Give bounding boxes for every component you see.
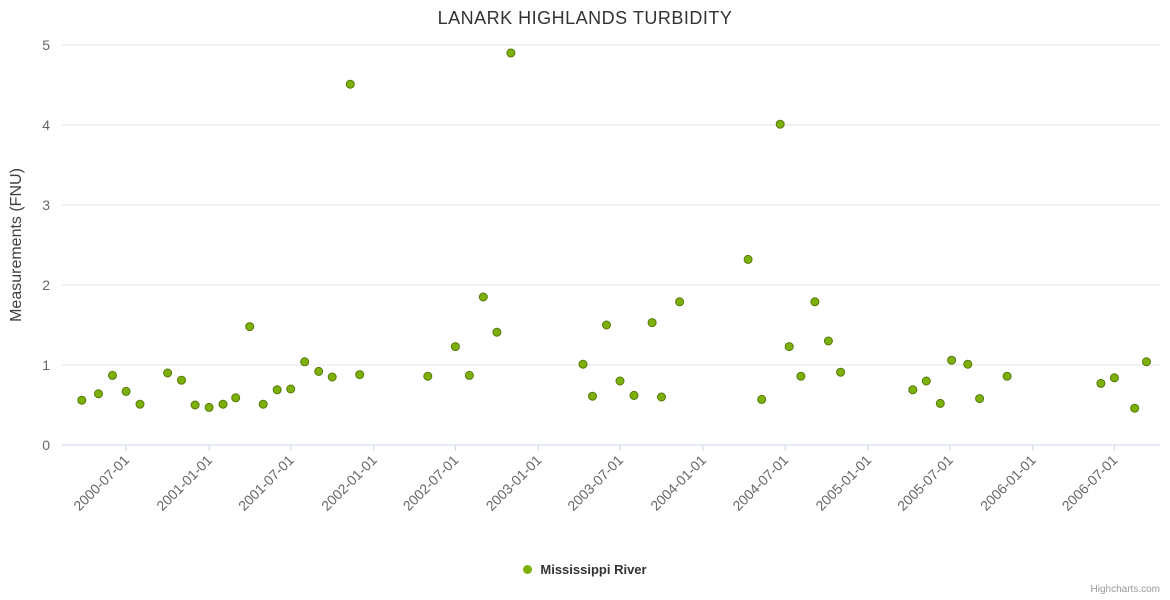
scatter-point[interactable] [492,327,502,337]
scatter-point[interactable] [935,398,945,408]
scatter-point[interactable] [975,394,985,404]
y-tick-label: 5 [42,37,50,53]
x-tick-label: 2005-01-01 [812,452,874,514]
scatter-point[interactable] [314,366,324,376]
scatter-point[interactable] [345,79,355,89]
x-tick-label: 2003-07-01 [564,452,626,514]
chart-title: LANARK HIGHLANDS TURBIDITY [437,8,733,28]
scatter-point[interactable] [647,318,657,328]
scatter-point[interactable] [657,392,666,402]
scatter-point[interactable] [231,393,241,403]
scatter-point[interactable] [796,371,806,381]
scatter-point[interactable] [218,399,228,409]
scatter-point[interactable] [450,342,460,352]
x-tick-label: 2001-07-01 [235,452,297,514]
x-tick-label: 2004-07-01 [729,452,791,514]
scatter-point[interactable] [506,48,516,58]
scatter-point[interactable] [163,368,173,378]
y-tick-label: 2 [42,277,50,293]
scatter-point[interactable] [108,370,117,380]
scatter-point[interactable] [327,372,337,382]
scatter-point[interactable] [757,394,767,404]
scatter-point[interactable] [245,322,255,332]
scatter-point[interactable] [947,355,957,365]
x-tick-label: 2001-01-01 [153,452,215,514]
scatter-point[interactable] [615,376,625,386]
scatter-point[interactable] [204,402,214,412]
scatter-point[interactable] [675,297,685,307]
scatter-point[interactable] [578,359,588,369]
scatter-point[interactable] [478,292,488,302]
legend-item-label: Mississippi River [540,562,647,577]
scatter-point[interactable] [810,297,820,307]
scatter-point[interactable] [588,391,597,401]
legend-marker-icon [523,565,533,574]
x-tick-label: 2005-07-01 [894,452,956,514]
x-tick-label: 2003-01-01 [483,452,545,514]
legend-item-mississippi-river[interactable]: Mississippi River [0,562,1170,577]
scatter-point[interactable] [77,395,87,405]
y-tick-label: 0 [42,437,50,453]
x-tick-label: 2004-01-01 [647,452,709,514]
scatter-point[interactable] [629,390,639,400]
scatter-point[interactable] [1109,373,1119,383]
scatter-point[interactable] [121,386,131,396]
scatter-point[interactable] [836,367,846,377]
scatter-point[interactable] [823,336,833,346]
scatter-point[interactable] [963,359,973,369]
scatter-point[interactable] [258,399,268,409]
scatter-point[interactable] [286,384,296,394]
x-tick-label: 2006-01-01 [977,452,1039,514]
scatter-point[interactable] [300,357,310,367]
scatter-point[interactable] [94,389,103,399]
scatter-point[interactable] [784,342,794,352]
scatter-point[interactable] [177,375,186,385]
y-tick-label: 1 [42,357,50,373]
y-tick-label: 3 [42,197,50,213]
scatter-point[interactable] [775,119,785,129]
highcharts-credit-link[interactable]: Highcharts.com [1090,584,1160,595]
scatter-point[interactable] [743,254,753,264]
x-tick-label: 2002-07-01 [400,452,462,514]
scatter-point[interactable] [423,371,433,381]
x-tick-label: 2002-01-01 [318,452,380,514]
scatter-point[interactable] [1002,371,1012,381]
scatter-point[interactable] [464,370,474,380]
scatter-point[interactable] [355,370,365,380]
scatter-point[interactable] [1142,357,1151,367]
scatter-point[interactable] [908,385,918,395]
x-tick-label: 2006-07-01 [1059,452,1121,514]
x-tick-label: 2000-07-01 [70,452,132,514]
y-tick-label: 4 [42,117,50,133]
scatter-point[interactable] [1130,403,1140,413]
scatter-point[interactable] [135,399,145,409]
scatter-point[interactable] [1096,378,1106,388]
scatter-point[interactable] [190,400,200,410]
scatter-point[interactable] [602,320,611,330]
scatter-point[interactable] [921,376,931,386]
scatter-point[interactable] [272,385,282,395]
